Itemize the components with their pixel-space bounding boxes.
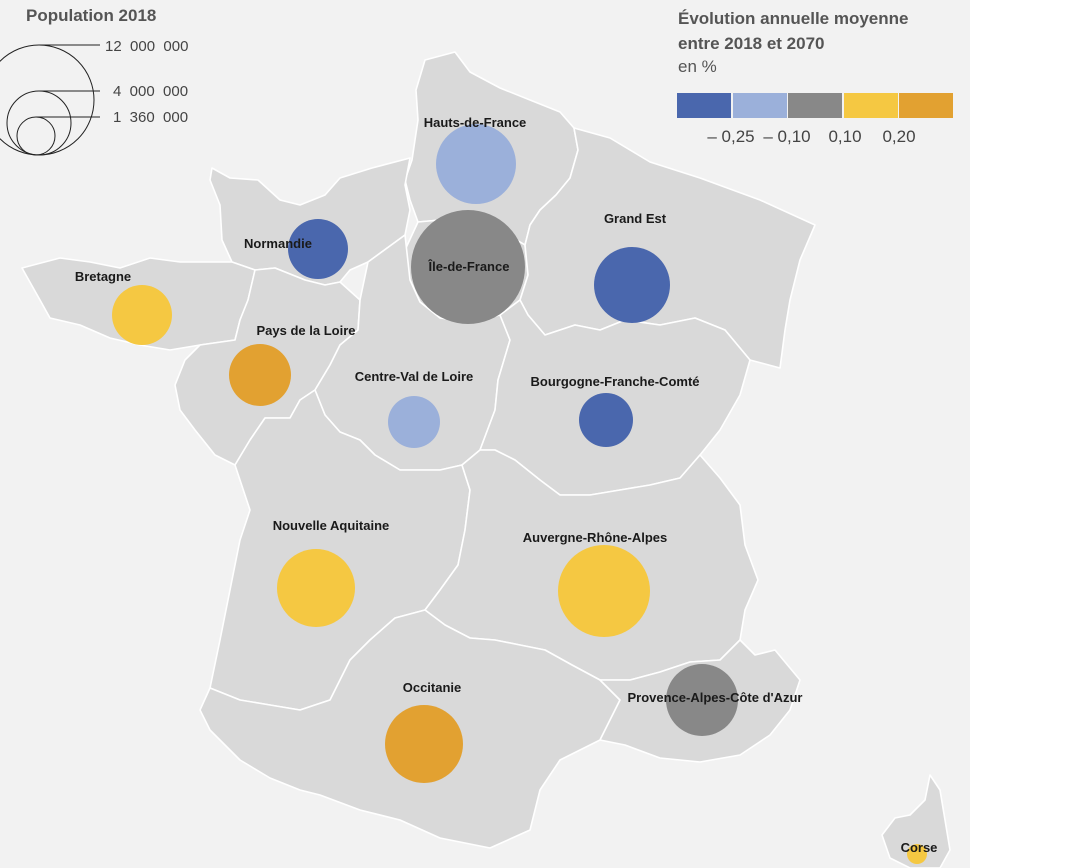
region-label-pays-de-la-loire: Pays de la Loire: [257, 323, 356, 338]
region-label-grand-est: Grand Est: [604, 211, 667, 226]
region-bubbles: [112, 124, 927, 864]
color-legend-swatch-5: [899, 93, 953, 118]
bubble-bretagne: [112, 285, 172, 345]
color-legend-swatch-1: [677, 93, 731, 118]
color-legend-unit: en %: [678, 57, 717, 76]
region-label-provence-alpes-cote-d-azur: Provence-Alpes-Côte d'Azur: [627, 690, 802, 705]
bubble-hauts-de-france: [436, 124, 516, 204]
color-legend-swatch-3: [788, 93, 842, 118]
bubble-grand-est: [594, 247, 670, 323]
region-shapes: [21, 51, 951, 868]
region-label-occitanie: Occitanie: [403, 680, 462, 695]
bubble-normandie: [288, 219, 348, 279]
region-label-normandie: Normandie: [244, 236, 312, 251]
region-label-auvergne-rhone-alpes: Auvergne-Rhône-Alpes: [523, 530, 667, 545]
size-legend-title: Population 2018: [26, 6, 157, 25]
color-legend-swatch-2: [733, 93, 787, 118]
bubble-centre-val-de-loire: [388, 396, 440, 448]
color-legend-break-3: 0,10: [828, 127, 862, 146]
size-legend-circle-small: [16, 116, 56, 156]
region-label-ile-de-france: Île-de-France: [428, 259, 510, 274]
population-size-legend: 12 000 000 4 000 000 1 360 000: [0, 38, 188, 156]
color-legend-title: Évolution annuelle moyenne entre 2018 et…: [678, 6, 908, 56]
size-legend-label-medium: 4 000 000: [113, 83, 188, 100]
color-legend-title-line2: entre 2018 et 2070: [678, 34, 825, 53]
bubble-provence-alpes-cote-d-azur: [666, 664, 738, 736]
bubble-corse: [907, 844, 927, 864]
size-legend-label-large: 12 000 000: [105, 38, 188, 55]
region-label-bourgogne-franche-comte: Bourgogne-Franche-Comté: [531, 374, 700, 389]
bubble-pays-de-la-loire: [229, 344, 291, 406]
region-labels: Hauts-de-France Normandie Île-de-France Gra…: [75, 115, 938, 855]
bubble-nouvelle-aquitaine: [277, 549, 355, 627]
color-legend-swatch-4: [844, 93, 898, 118]
region-label-nouvelle-aquitaine: Nouvelle Aquitaine: [273, 518, 390, 533]
size-legend-label-small: 1 360 000: [113, 109, 188, 126]
bubble-auvergne-rhone-alpes: [558, 545, 650, 637]
size-legend-circle-medium: [6, 90, 72, 156]
bubble-occitanie: [385, 705, 463, 783]
color-legend-break-2: – 0,10: [763, 127, 811, 146]
bubble-ile-de-france: [411, 210, 525, 324]
bubble-bourgogne-franche-comte: [579, 393, 633, 447]
region-label-hauts-de-france: Hauts-de-France: [424, 115, 527, 130]
region-shape-corse: [881, 774, 951, 868]
region-label-centre-val-de-loire: Centre-Val de Loire: [355, 369, 473, 384]
color-legend-break-1: – 0,25: [707, 127, 755, 146]
region-label-corse: Corse: [901, 840, 938, 855]
color-legend-break-4: 0,20: [882, 127, 916, 146]
region-label-bretagne: Bretagne: [75, 269, 131, 284]
size-legend-circle-large: [0, 44, 95, 156]
color-legend-title-line1: Évolution annuelle moyenne: [678, 9, 909, 28]
